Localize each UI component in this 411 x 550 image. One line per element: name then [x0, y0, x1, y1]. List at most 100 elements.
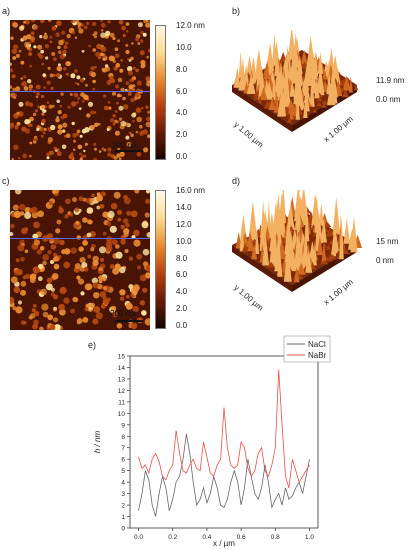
afm-grain	[42, 311, 49, 318]
afm-grain	[129, 131, 132, 135]
afm-grain	[17, 300, 23, 305]
surface-spike	[316, 64, 325, 96]
afm-grain	[68, 154, 74, 160]
surface-spike	[335, 67, 341, 85]
afm-grain	[76, 100, 79, 104]
afm-grain	[136, 116, 142, 123]
surface-side-left	[232, 245, 292, 292]
x-tick-label: 1.0	[305, 534, 314, 541]
afm-grain	[25, 101, 30, 107]
afm-grain	[122, 33, 127, 38]
colorbar-tick: 4.0	[176, 108, 188, 118]
surface-spike	[316, 96, 323, 102]
afm-grain	[20, 60, 25, 65]
surface-spike	[286, 116, 293, 124]
afm-grain	[81, 49, 85, 53]
afm-grain	[129, 78, 133, 83]
afm-grain	[43, 127, 47, 131]
afm-grain	[10, 68, 14, 73]
afm-grain	[135, 130, 139, 134]
afm-grain	[66, 61, 71, 66]
afm-grain	[80, 92, 85, 97]
afm-grain	[23, 320, 27, 325]
y-tick-label: 10	[118, 411, 126, 418]
surface-spike	[319, 203, 324, 227]
afm-grain	[107, 297, 112, 302]
afm-grain	[18, 49, 22, 53]
afm-grain	[41, 112, 45, 116]
afm-grain	[37, 263, 44, 270]
surface-spike	[350, 216, 358, 253]
surface-spike	[314, 76, 320, 99]
x-tick-label: 0.2	[168, 534, 177, 541]
afm-grain	[112, 122, 116, 126]
afm-grain	[49, 201, 54, 206]
afm-grain	[60, 115, 65, 120]
afm-grain	[28, 52, 33, 56]
scalebar-a	[115, 150, 143, 152]
colorbar-a	[155, 25, 166, 160]
afm-grain	[39, 326, 44, 330]
afm-grain	[137, 42, 141, 45]
surface-spike	[248, 200, 258, 241]
afm-grain	[34, 109, 39, 113]
afm-grain	[29, 87, 33, 92]
afm-grain	[56, 99, 60, 103]
afm-grain	[118, 266, 126, 274]
afm-grain	[49, 35, 53, 39]
afm-grain	[103, 94, 107, 98]
colorbar-ticks-a: 12.0 nm 10.0 8.0 6.0 4.0 2.0 0.0	[176, 21, 236, 163]
afm-grain	[30, 20, 36, 23]
afm-grain	[90, 125, 95, 130]
afm-grain	[114, 53, 120, 59]
afm-grain	[36, 127, 40, 132]
afm-grain	[53, 324, 61, 330]
legend-label-nabr: NaBr	[308, 351, 327, 360]
afm-grain	[92, 87, 96, 91]
afm-grain	[56, 219, 62, 225]
afm-grain	[61, 30, 66, 35]
afm-grain	[42, 109, 46, 113]
afm-grain	[23, 75, 27, 79]
afm-grain	[103, 105, 109, 111]
afm-grain	[79, 158, 83, 160]
afm-grain	[102, 68, 107, 73]
afm-grain	[105, 240, 113, 248]
surface-spike	[278, 57, 285, 63]
afm-grain	[125, 43, 129, 47]
afm-grain	[83, 154, 87, 158]
afm-grain	[125, 49, 130, 55]
afm-grain	[99, 246, 106, 254]
afm-grain	[20, 289, 27, 296]
afm-grain	[130, 98, 135, 103]
afm-grain	[140, 59, 146, 66]
afm-grain	[74, 69, 78, 74]
afm-grain	[127, 91, 132, 96]
afm-grain	[74, 207, 80, 213]
profile-line-a	[10, 91, 150, 92]
afm-grain	[59, 54, 66, 60]
afm-grain	[70, 247, 77, 254]
afm-grain	[120, 296, 125, 301]
afm-grain	[114, 110, 118, 113]
afm-grain	[125, 222, 130, 228]
afm-grain	[76, 129, 81, 134]
afm-grain	[24, 227, 29, 232]
surface-spike	[259, 211, 266, 251]
afm-grain	[114, 263, 121, 270]
afm-grain	[32, 112, 37, 117]
afm-grain	[78, 246, 84, 252]
colorbar-tick: 6.0	[176, 270, 188, 280]
afm-grain	[37, 44, 43, 50]
afm-image-nacl: 200 nm	[10, 20, 150, 160]
afm-grain	[102, 211, 109, 218]
afm-height-map-a	[10, 20, 150, 160]
afm-grain	[81, 128, 87, 134]
afm-grain	[50, 287, 55, 292]
afm-grain	[79, 152, 82, 156]
afm-grain	[24, 212, 32, 219]
afm-grain	[146, 55, 149, 59]
afm-grain	[46, 156, 50, 160]
afm-grain	[41, 118, 46, 124]
